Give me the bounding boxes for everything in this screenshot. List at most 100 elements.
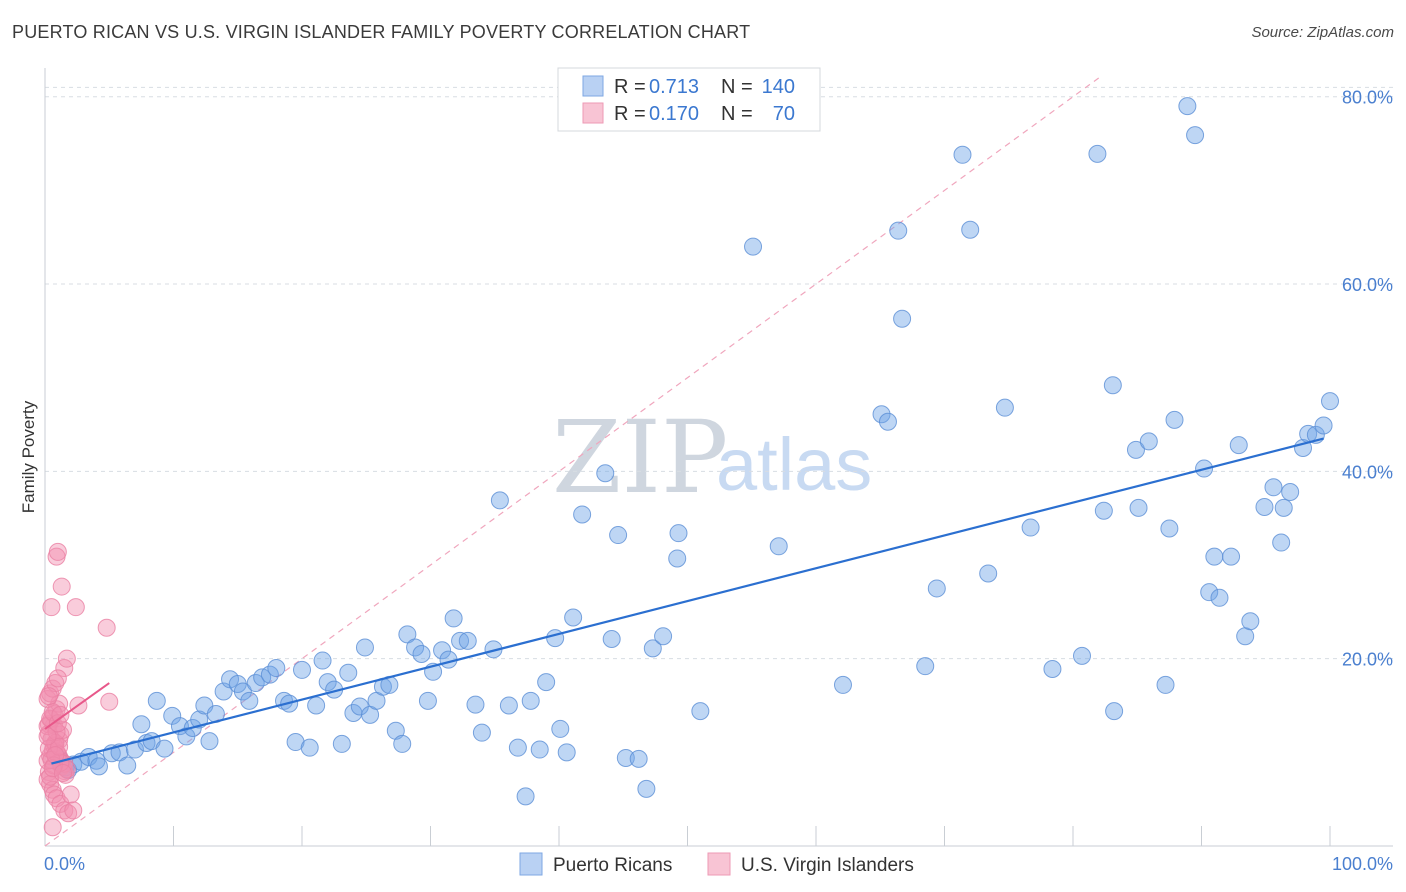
data-point: [1210, 588, 1229, 607]
source-label: Source: ZipAtlas.com: [1251, 24, 1394, 41]
data-point: [472, 723, 491, 742]
data-point: [313, 651, 332, 670]
data-point: [1094, 501, 1113, 520]
legend-r-label-1: R =: [614, 76, 646, 98]
data-point: [52, 577, 71, 596]
data-point: [1178, 97, 1197, 116]
watermark-zip: ZIP: [552, 399, 728, 516]
y-tick-label: 40.0%: [1342, 462, 1393, 482]
data-point: [89, 757, 108, 776]
data-point: [1264, 478, 1283, 497]
data-point: [42, 598, 61, 617]
data-point: [51, 705, 70, 724]
data-point: [200, 732, 219, 751]
data-point: [433, 641, 452, 660]
data-point: [48, 669, 67, 688]
data-point: [508, 738, 527, 757]
data-point: [744, 237, 763, 256]
chart-title: PUERTO RICAN VS U.S. VIRGIN ISLANDER FAM…: [12, 22, 751, 42]
data-point: [499, 696, 518, 715]
legend-n-label-1: N =: [721, 76, 753, 98]
data-point: [546, 629, 565, 648]
data-point: [637, 779, 656, 798]
watermark-atlas: atlas: [716, 423, 872, 506]
data-point: [466, 695, 485, 714]
data-point: [233, 682, 252, 701]
data-point: [132, 715, 151, 734]
data-point: [1160, 519, 1179, 538]
data-point: [267, 659, 286, 678]
data-point: [451, 631, 470, 650]
data-point: [1314, 416, 1333, 435]
data-point: [889, 221, 908, 240]
data-point: [444, 609, 463, 628]
legend-r-label-2: R =: [614, 103, 646, 125]
data-point: [100, 692, 119, 711]
stats-legend: R = 0.713 N = 140 R = 0.170 N = 70: [557, 67, 821, 132]
data-point: [1205, 547, 1224, 566]
data-point: [61, 785, 80, 804]
y-tick-label: 20.0%: [1342, 650, 1393, 670]
legend-r-value-1: 0.713: [649, 76, 699, 98]
data-point: [64, 801, 83, 820]
data-point: [1021, 518, 1040, 537]
y-tick-label: 80.0%: [1342, 88, 1393, 108]
data-point: [537, 673, 556, 692]
data-point: [1229, 436, 1248, 455]
data-point: [1072, 646, 1091, 665]
data-point: [46, 674, 65, 693]
data-point: [916, 657, 935, 676]
data-point: [318, 673, 337, 692]
data-point: [1129, 498, 1148, 517]
data-point: [1200, 583, 1219, 602]
legend-swatch-blue: [582, 75, 604, 97]
data-point: [418, 691, 437, 710]
legend-swatch-pink: [582, 102, 604, 124]
data-point: [1281, 482, 1300, 501]
legend-n-value-1: 140: [762, 76, 795, 98]
trend-line-us-virgin-islanders: [44, 682, 110, 730]
data-point: [97, 618, 116, 637]
data-point: [1156, 675, 1175, 694]
data-point: [147, 691, 166, 710]
data-point: [300, 738, 319, 757]
data-point: [995, 398, 1014, 417]
data-point: [893, 309, 912, 328]
data-point: [293, 660, 311, 679]
data-point: [609, 526, 628, 545]
data-point: [878, 412, 897, 431]
data-point: [602, 630, 621, 649]
data-point: [48, 542, 67, 561]
data-point: [260, 665, 279, 684]
data-point: [654, 627, 673, 646]
data-point: [564, 608, 583, 627]
series-legend: Puerto Ricans U.S. Virgin Islanders: [519, 852, 914, 876]
reference-diagonal: [44, 77, 1100, 847]
bottom-legend-swatch-pink: [707, 852, 731, 876]
data-point: [668, 549, 687, 568]
data-point: [406, 638, 425, 657]
data-point: [1241, 612, 1260, 631]
data-point: [1088, 144, 1107, 163]
data-point: [43, 818, 62, 837]
data-point: [1126, 440, 1145, 459]
data-point: [516, 787, 535, 806]
data-point: [1139, 432, 1158, 451]
x-ticks: [173, 826, 1331, 846]
data-point: [1321, 392, 1339, 411]
y-tick-label: 60.0%: [1342, 275, 1393, 295]
bottom-legend-label-us-virgin-islanders: U.S. Virgin Islanders: [741, 855, 914, 876]
data-point: [355, 638, 374, 657]
data-point: [1165, 410, 1184, 429]
data-point: [386, 721, 405, 740]
data-point: [39, 687, 58, 706]
data-point: [557, 743, 576, 762]
data-point: [1272, 533, 1291, 552]
x-tick-label-min: 0.0%: [44, 854, 85, 874]
legend-r-value-2: 0.170: [649, 103, 699, 125]
data-point: [961, 220, 980, 239]
data-point: [927, 579, 946, 598]
data-point: [1222, 547, 1241, 566]
x-tick-label-max: 100.0%: [1332, 854, 1393, 874]
data-point: [332, 734, 351, 753]
